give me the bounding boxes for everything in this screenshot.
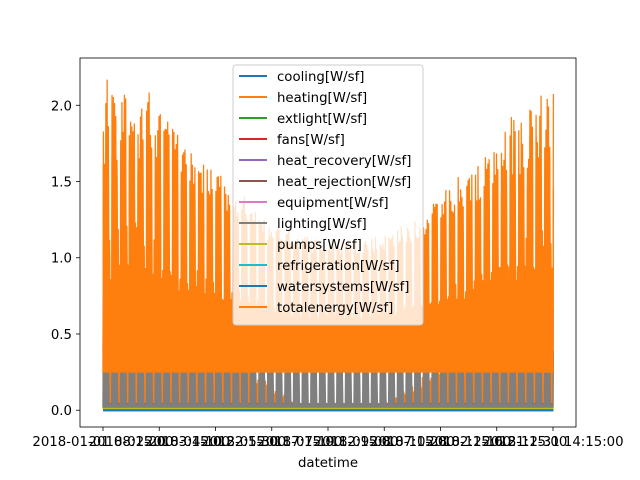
legend: cooling[W/sf] heating[W/sf] extlight[W/sf]… — [232, 64, 424, 326]
x-tick-label: 2018-04-10 22:15:00 — [145, 435, 286, 450]
y-tick-label: 1.0 — [51, 252, 72, 267]
legend-box — [232, 64, 424, 326]
y-tick-label: 1.5 — [51, 176, 72, 191]
x-tick-label: 2018-09-08 07:15:00 — [314, 435, 455, 450]
y-tick-label: 2.0 — [51, 99, 72, 114]
legend-label: fans[W/sf] — [277, 133, 345, 148]
x-tick-label: 2018-12-31 14:15:00 — [482, 435, 623, 450]
x-tick-label: 2018-01-01 08:15:00 — [32, 435, 173, 450]
y-tick-label: 0.0 — [51, 404, 72, 419]
legend-label: heat_rejection[W/sf] — [277, 175, 411, 190]
legend-label: heat_recovery[W/sf] — [277, 154, 411, 169]
legend-label: lighting[W/sf] — [277, 217, 367, 232]
legend-label: cooling[W/sf] — [277, 70, 364, 85]
legend-label: watersystems[W/sf] — [277, 280, 410, 295]
x-tick-label: 2018-12-16 21:15:00 — [426, 435, 567, 450]
x-tick-label: 2018-02-20 03:15:00 — [89, 435, 230, 450]
x-tick-label: 2018-07-19 12:15:00 — [257, 435, 398, 450]
x-axis-title: datetime — [298, 456, 358, 471]
legend-label: extlight[W/sf] — [277, 112, 367, 127]
series-layer — [102, 79, 555, 412]
y-tick-label: 0.5 — [51, 328, 72, 343]
legend-label: totalenergy[W/sf] — [277, 301, 393, 316]
x-tick-label: 2018-10-28 02:15:00 — [370, 435, 511, 450]
legend-label: heating[W/sf] — [277, 91, 367, 106]
legend-label: equipment[W/sf] — [277, 196, 389, 211]
legend-label: pumps[W/sf] — [277, 238, 362, 253]
y-axis: 0.0 0.5 1.0 1.5 2.0 — [51, 99, 80, 419]
series-line-lighting-w-sf- — [102, 350, 555, 408]
x-tick-label: 2018-05-30 17:15:00 — [201, 435, 342, 450]
legend-label: refrigeration[W/sf] — [277, 259, 400, 274]
